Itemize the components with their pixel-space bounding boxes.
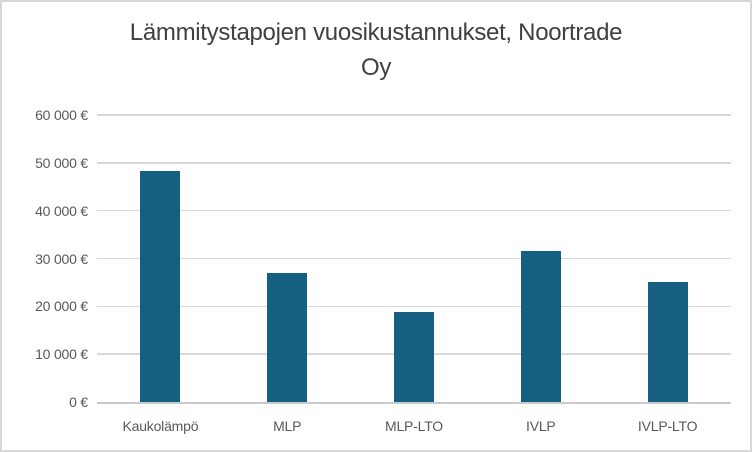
gridline — [97, 162, 731, 164]
y-tick-label: 60 000 € — [35, 107, 88, 123]
x-category-label: MLP-LTO — [385, 418, 443, 434]
bar-IVLP-LTO — [647, 282, 688, 402]
chart-title-line2: Oy — [360, 54, 392, 81]
x-category-label: IVLP-LTO — [637, 418, 698, 434]
gridline — [97, 305, 731, 308]
y-tick-label: 10 000 € — [35, 346, 88, 363]
gridline — [97, 209, 731, 212]
bar-IVLP — [520, 250, 561, 402]
gridline — [97, 257, 731, 260]
x-category-label: IVLP — [526, 418, 556, 434]
bar-MLP-LTO — [394, 311, 434, 402]
x-category-label: Kaukolämpö — [122, 418, 199, 434]
x-category-label: MLP — [273, 418, 302, 434]
y-axis-tick-labels: 0 € 10 000 € 20 000 € 30 000 € 40 000 € 50 00… — [2, 107, 88, 410]
y-tick-label: 50 000 € — [35, 154, 88, 171]
x-axis-category-labels: Kaukolämpö MLP MLP-LTO IVLP IVLP-LTO — [97, 415, 731, 437]
y-tick-label: 40 000 € — [35, 202, 88, 219]
y-tick-label: 20 000 € — [35, 298, 88, 315]
gridline — [97, 114, 731, 116]
bar-Kaukolämpö — [140, 170, 181, 402]
y-tick-label: 0 € — [69, 394, 88, 410]
y-tick-label: 30 000 € — [35, 250, 88, 267]
bar-MLP — [267, 272, 308, 402]
chart-title-line1: Lämmitystapojen vuosikustannukset, Noort… — [129, 19, 623, 46]
plot-area — [97, 114, 731, 404]
chart-title: Lämmitystapojen vuosikustannukset, Noort… — [2, 15, 750, 85]
